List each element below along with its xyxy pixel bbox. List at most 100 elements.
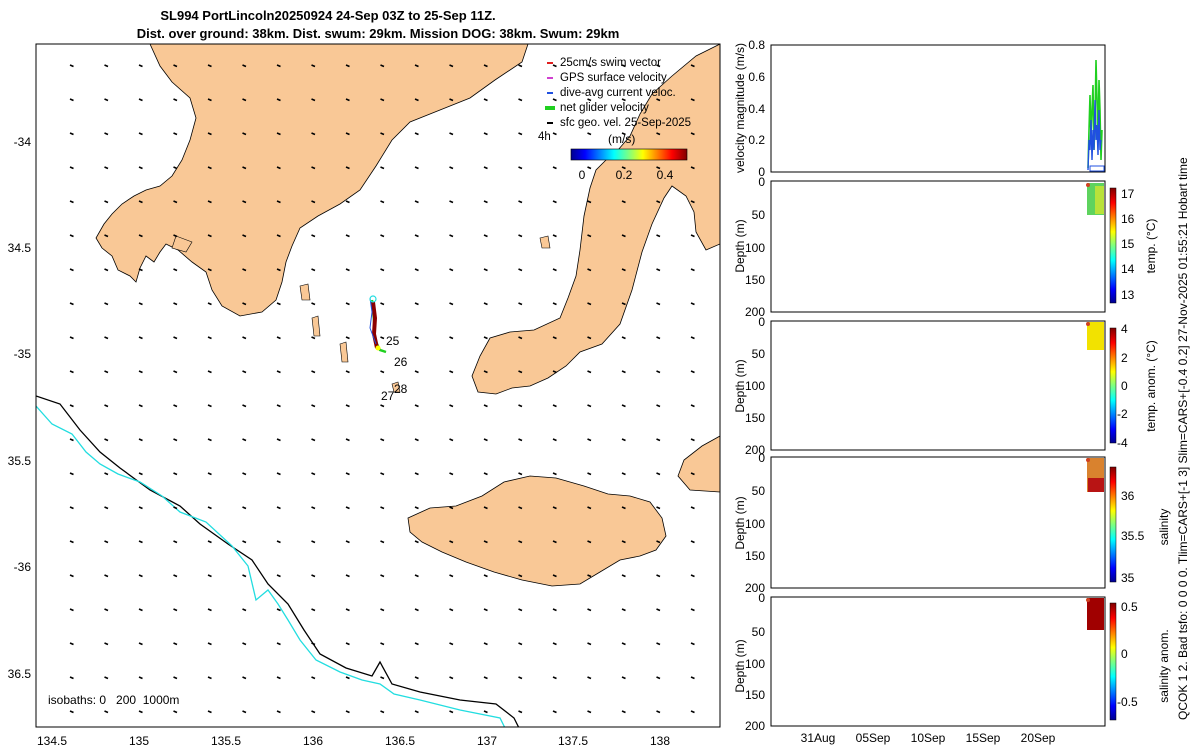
geo-vector — [173, 540, 178, 544]
geo-vector — [104, 574, 109, 578]
isobath-200m — [36, 395, 520, 727]
geo-vector — [552, 642, 557, 646]
vel-y-tick: 0.4 — [748, 102, 765, 116]
geo-vector — [483, 574, 488, 578]
geo-vector — [449, 404, 454, 408]
geo-vector — [518, 574, 523, 578]
geo-vector — [656, 506, 661, 510]
tanom-y-tick: 50 — [752, 347, 766, 361]
geo-vector — [138, 506, 143, 510]
geo-vector — [276, 132, 281, 136]
geo-vector — [656, 574, 661, 578]
geo-vector — [242, 608, 247, 612]
geo-vector — [449, 574, 454, 578]
geo-vector — [104, 336, 109, 340]
geo-vector — [483, 540, 488, 544]
geo-vector — [138, 64, 143, 68]
temp-cbar-tick: 14 — [1121, 262, 1135, 276]
geo-vector — [552, 302, 557, 306]
geo-vector — [104, 710, 109, 714]
geo-vector — [276, 64, 281, 68]
geo-vector — [656, 540, 661, 544]
geo-vector — [207, 472, 212, 476]
geo-vector — [449, 336, 454, 340]
geo-vector — [587, 234, 592, 238]
map-x-tick: 137 — [477, 734, 497, 748]
temp-y-tick: 0 — [758, 175, 765, 189]
colorbar-tick-1: 0.2 — [616, 168, 633, 182]
vel-y-tick: 0 — [758, 165, 765, 179]
geo-vector — [518, 438, 523, 442]
track-dive-avg — [369, 297, 377, 345]
geo-vector — [380, 370, 385, 374]
geo-vector — [621, 574, 626, 578]
geo-vector — [207, 438, 212, 442]
map-x-tick: 136.5 — [385, 734, 415, 748]
land-eyre-peninsula — [95, 44, 529, 317]
geo-vector — [483, 506, 488, 510]
geo-vector — [380, 438, 385, 442]
geo-vector — [690, 540, 695, 544]
geo-vector — [656, 370, 661, 374]
geo-vector — [69, 472, 74, 476]
geo-vector — [518, 472, 523, 476]
geo-vector — [414, 302, 419, 306]
geo-vector — [380, 574, 385, 578]
geo-vector — [345, 574, 350, 578]
geo-vector — [311, 608, 316, 612]
geo-vector — [345, 234, 350, 238]
geo-vector — [173, 200, 178, 204]
geo-vector — [690, 608, 695, 612]
geo-vector — [621, 132, 626, 136]
geo-vector — [345, 132, 350, 136]
geo-vector — [552, 132, 557, 136]
tanom-cbar-tick: -4 — [1117, 436, 1128, 450]
geo-vector — [518, 608, 523, 612]
geo-vector — [621, 404, 626, 408]
geo-vector — [587, 336, 592, 340]
title-line-1: SL994 PortLincoln20250924 24-Sep 03Z to … — [160, 8, 495, 23]
geo-vector — [69, 676, 74, 680]
map-x-tick: 136 — [303, 734, 323, 748]
geo-vector — [380, 472, 385, 476]
geo-vector — [518, 302, 523, 306]
temp-data-dot — [1086, 183, 1090, 187]
geo-vector — [207, 200, 212, 204]
geo-vector — [242, 64, 247, 68]
geo-vector — [690, 302, 695, 306]
geo-vector — [138, 200, 143, 204]
sal-cbar-tick: 35 — [1121, 571, 1135, 585]
geo-vector — [345, 506, 350, 510]
sanom-y-tick: 200 — [745, 719, 765, 733]
sal-cbar-label: salinity — [1157, 509, 1171, 546]
tanom-y-tick: 0 — [758, 315, 765, 329]
geo-vector — [276, 234, 281, 238]
temp-y-tick: 200 — [745, 305, 765, 319]
geo-vector — [414, 608, 419, 612]
vel-marker — [1089, 165, 1105, 172]
geo-vector — [587, 370, 592, 374]
geo-vector — [449, 710, 454, 714]
map-legend: 25cm/s swim vector GPS surface velocity … — [538, 57, 691, 182]
salinity-anom-data-patch — [1087, 598, 1104, 630]
salinity-data-patch-deep — [1088, 478, 1104, 492]
geo-vector — [483, 132, 488, 136]
geo-vector — [345, 98, 350, 102]
geo-vector — [276, 574, 281, 578]
geo-vector — [690, 98, 695, 102]
temp-anom-panel: 0 50 100 150 200 Depth (m) 4 2 0 -2 -4 t… — [733, 315, 1158, 457]
geo-vector — [690, 166, 695, 170]
geo-vector — [621, 336, 626, 340]
geo-vector — [449, 132, 454, 136]
geo-vector — [483, 370, 488, 374]
temp-colorbar — [1109, 187, 1117, 304]
geo-vector — [173, 608, 178, 612]
geo-vector — [552, 438, 557, 442]
geo-vector — [276, 608, 281, 612]
sanom-y-tick: 150 — [745, 688, 765, 702]
geo-vector — [345, 608, 350, 612]
geo-vector — [483, 642, 488, 646]
land-kangaroo-island — [407, 475, 667, 587]
time-axis: 31Aug 05Sep 10Sep 15Sep 20Sep — [801, 731, 1056, 745]
geo-vector — [414, 438, 419, 442]
